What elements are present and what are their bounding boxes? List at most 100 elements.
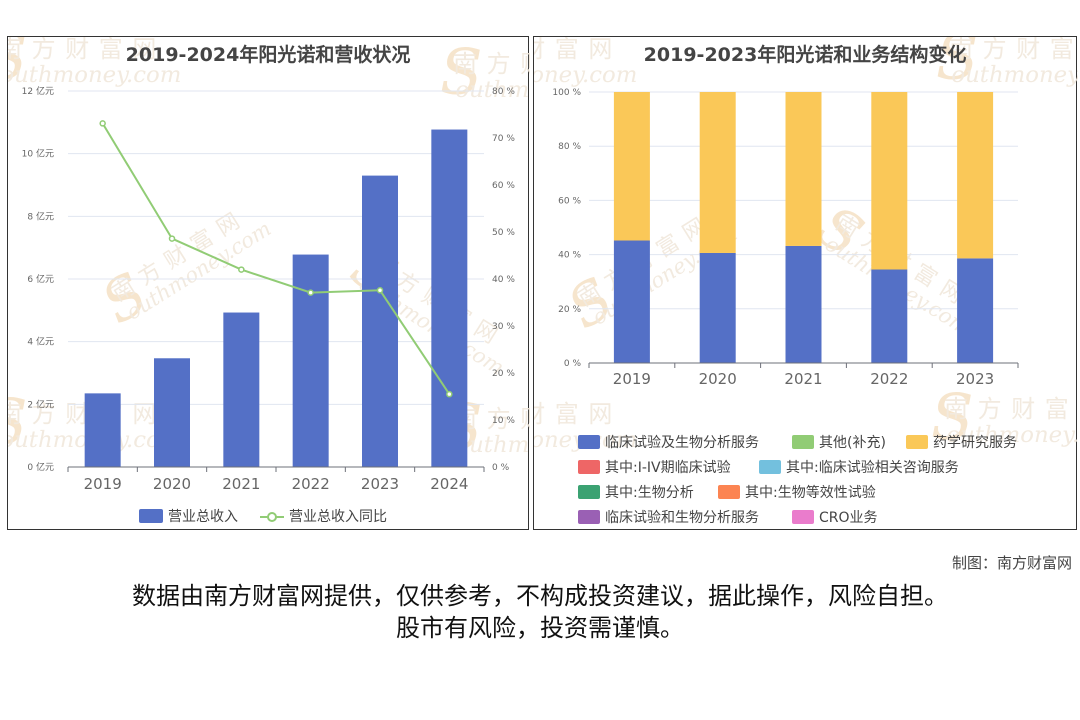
structure-chart-panel: S南方财富网outhmoney.comS南方财富网outhmoney.comS南… — [533, 36, 1078, 530]
x-category-label: 2019 — [613, 370, 651, 388]
x-category-label: 2024 — [430, 475, 468, 493]
revenue-bars — [84, 129, 468, 467]
legend-swatch — [718, 485, 740, 499]
structure-chart-title: 2019-2023年阳光诺和业务结构变化 — [643, 44, 967, 66]
y-right-tick-label: 30 % — [492, 322, 515, 332]
watermark-en: outhmoney.com — [455, 77, 530, 103]
legend-marker-yoy — [267, 512, 277, 522]
y-left-tick-label: 10 亿元 — [22, 148, 54, 160]
x-category-label: 2023 — [361, 475, 399, 493]
y-tick-label: 60 % — [558, 196, 581, 206]
revenue-chart-panel: S南方财富网outhmoney.comS南方财富网outhmoney.comS南… — [7, 36, 530, 530]
watermark-cn: 南方财富网 — [534, 37, 622, 63]
stacked-bar-segment — [613, 240, 650, 363]
axes: 0 % 20 % 40 % 60 % 80 % 100 % 2019 2020 2021 2022… — [552, 88, 1019, 388]
watermark-s: S — [931, 381, 974, 454]
legend-label-revenue: 营业总收入 — [168, 509, 238, 525]
disclaimer-line-2: 股市有风险，投资需谨慎。 — [396, 614, 684, 642]
yoy-point — [99, 120, 106, 127]
y-left-tick-label: 6 亿元 — [27, 273, 54, 285]
stacked-bar-segment — [785, 245, 822, 363]
revenue-chart-title: 2019-2024年阳光诺和营收状况 — [125, 44, 411, 66]
y-right-tick-label: 10 % — [492, 416, 515, 426]
y-left-tick-label: 2 亿元 — [27, 398, 54, 410]
revenue-bar — [362, 175, 398, 467]
watermark-cn: 南方财富网 — [453, 50, 530, 78]
stacked-bar-segment — [871, 269, 908, 363]
y-left-tick-label: 4 亿元 — [27, 336, 54, 348]
watermark-en: outhmoney.com — [8, 62, 181, 88]
revenue-bar — [431, 129, 468, 467]
legend-swatch — [792, 510, 814, 524]
watermark-en: outhmoney.com — [946, 422, 1078, 448]
yoy-point — [168, 235, 176, 242]
stacked-bar-segment — [957, 92, 994, 259]
revenue-bar — [154, 358, 190, 467]
stacked-bar-segment — [871, 92, 908, 270]
stacked-bar-segment — [699, 252, 736, 363]
x-category-label: 2021 — [222, 475, 260, 493]
legend-label: 药学研究服务 — [933, 435, 1017, 451]
watermark-en: outhmoney.com — [455, 432, 530, 458]
legend-label: CRO业务 — [819, 510, 878, 526]
yoy-point — [446, 390, 453, 398]
x-category-label: 2023 — [956, 370, 994, 388]
y-tick-label: 0 % — [564, 359, 582, 369]
yoy-line — [101, 122, 451, 395]
axes: 0 亿元 2 亿元 4 亿元 6 亿元 8 亿元 10 亿元 12 亿元 0 % 10 % 20 … — [22, 85, 516, 493]
legend-label: 其中:临床试验相关咨询服务 — [786, 460, 959, 476]
watermark-s: S — [8, 37, 28, 94]
y-right-tick-label: 60 % — [492, 181, 515, 191]
yoy-line-series — [99, 120, 453, 398]
legend-label: 其他(补充) — [819, 435, 886, 451]
legend-swatch — [578, 510, 600, 524]
x-category-label: 2022 — [870, 370, 908, 388]
watermark-cn: 南方财富网 — [8, 37, 166, 63]
x-category-label: 2020 — [153, 475, 191, 493]
revenue-bar — [223, 312, 260, 467]
legend: 营业总收入 营业总收入同比 — [139, 509, 387, 525]
watermark-en: outhmoney.com — [951, 62, 1078, 88]
x-category-label: 2020 — [699, 370, 737, 388]
stacked-bar-segment — [785, 92, 822, 246]
x-category-label: 2019 — [84, 475, 122, 493]
grid-lines — [68, 90, 484, 405]
y-right-tick-label: 0 % — [492, 463, 510, 473]
x-category-label: 2022 — [292, 475, 330, 493]
y-right-tick-label: 50 % — [492, 228, 515, 238]
y-tick-label: 100 % — [552, 88, 581, 98]
revenue-chart: S南方财富网outhmoney.comS南方财富网outhmoney.comS南… — [8, 37, 530, 525]
watermark-cn: 南方财富网 — [949, 37, 1078, 63]
disclaimer: 数据由南方财富网提供，仅供参考，不构成投资建议，据此操作，风险自担。 股市有风险… — [0, 580, 1080, 644]
legend-label: 临床试验及生物分析服务 — [605, 435, 759, 451]
stacked-bar-segment — [699, 92, 736, 253]
revenue-bar — [292, 254, 329, 467]
y-tick-label: 40 % — [558, 251, 581, 261]
legend-label: 其中:生物等效性试验 — [745, 484, 876, 501]
legend-label: 临床试验和生物分析服务 — [605, 510, 759, 526]
legend-swatch — [578, 485, 600, 499]
structure-chart: S南方财富网outhmoney.comS南方财富网outhmoney.comS南… — [534, 37, 1078, 526]
y-left-tick-label: 8 亿元 — [27, 210, 54, 222]
watermark-s: S — [440, 37, 483, 109]
y-right-tick-label: 20 % — [492, 369, 515, 379]
watermark-cn: 南方财富网 — [534, 400, 622, 428]
watermark-cn: 南方财富网 — [944, 395, 1078, 423]
legend-swatch — [759, 460, 781, 474]
y-left-tick-label: 12 亿元 — [22, 85, 54, 97]
legend-label: 其中:生物分析 — [605, 485, 694, 501]
watermark-s: S — [936, 37, 979, 94]
stacked-bars — [613, 92, 994, 363]
yoy-point — [238, 266, 245, 273]
y-left-tick-label: 0 亿元 — [27, 461, 54, 473]
y-right-tick-label: 40 % — [492, 275, 515, 285]
revenue-bar — [84, 393, 121, 467]
legend-label-yoy: 营业总收入同比 — [289, 509, 387, 525]
chart-credit: 制图：南方财富网 — [951, 554, 1072, 572]
